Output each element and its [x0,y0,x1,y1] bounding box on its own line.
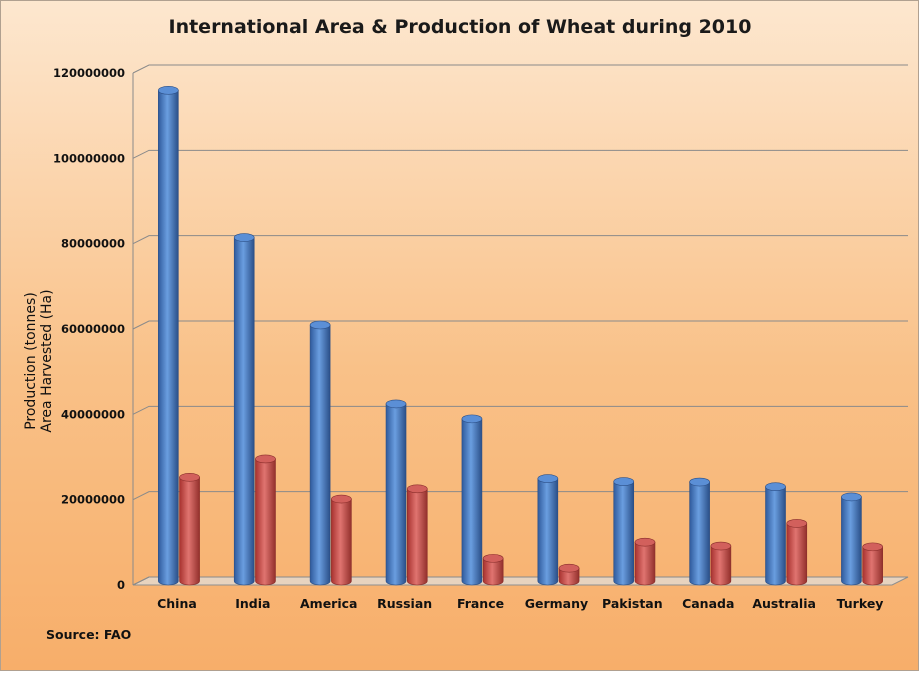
bar [309,320,331,586]
y-axis-label-line-1: Production (tonnes) [23,292,39,430]
bar [710,541,732,586]
bar [613,477,635,586]
bar-body [786,523,808,586]
gridline [132,235,908,245]
bar-body [255,458,276,586]
bar-cap [309,320,331,330]
bar-cap [765,482,786,492]
bars [158,86,883,586]
bar-cap [406,484,428,494]
bar [406,484,428,586]
bar [331,494,352,586]
gridline [132,64,908,74]
bar-body [634,541,656,586]
gridlines [132,64,908,586]
bar-body [461,418,483,586]
y-tick-label: 120000000 [53,66,125,80]
bar-cap [558,563,580,573]
x-tick-label: America [300,596,357,611]
bar [158,86,179,586]
bar [558,563,580,586]
bar-body [710,545,732,586]
y-tick-label: 60000000 [61,322,125,336]
bar-body [179,477,200,586]
x-tick-label: Russian [377,596,432,611]
bar-body [558,567,580,586]
bar-cap [179,473,200,482]
bar-cap [862,542,883,552]
bar-cap [385,399,407,409]
bar [385,399,407,586]
bar-body [233,237,255,586]
bar-body [385,403,407,586]
bar-body [406,488,428,586]
y-axis-label-line-2: Area Harvested (Ha) [39,289,55,432]
bar-body [841,496,862,586]
bar-body [331,498,352,586]
x-tick-labels: China India America Russian France Germany Pak… [157,596,883,611]
bar-body [537,478,559,586]
bar [537,474,559,586]
y-tick-label: 100000000 [53,151,125,165]
bar [786,519,808,586]
bar-body [765,486,786,586]
bar [689,477,710,586]
bar-body [689,481,710,586]
bar [461,414,483,586]
chart-title: International Area & Production of Wheat… [169,16,752,38]
bar-cap [331,494,352,504]
bar [862,542,883,586]
bar-cap [537,474,559,483]
bar-cap [461,414,483,424]
x-tick-label: Australia [752,596,816,611]
bar-body [482,558,504,586]
bar [634,537,656,586]
bar-cap [613,477,635,486]
x-tick-label: China [157,596,197,611]
bar-cap [482,554,504,563]
y-tick-labels: 0 20000000 40000000 60000000 80000000 1000000… [53,66,125,592]
bar-body [613,481,635,586]
bar-cap [255,454,276,464]
bar-cap [158,86,179,95]
gridline [132,405,908,415]
x-tick-label: Canada [682,596,734,611]
bar-body [309,324,331,586]
bar [841,492,862,586]
bar [233,233,255,586]
x-tick-label: Turkey [837,596,884,611]
bar-body [862,546,883,586]
bar-cap [634,537,656,547]
bar-cap [841,492,862,502]
gridline [132,320,908,330]
bar [255,454,276,586]
y-tick-label: 40000000 [61,407,125,421]
bar-cap [710,541,732,551]
x-tick-label: Pakistan [602,596,663,611]
x-tick-label: France [457,596,504,611]
bar-body [158,90,179,586]
y-tick-label: 0 [117,578,125,592]
x-tick-label: Germany [525,596,588,611]
bar-cap [786,519,808,528]
bar-cap [689,477,710,487]
y-tick-label: 20000000 [61,493,125,507]
gridline [132,491,908,501]
x-tick-label: India [235,596,270,611]
source-note: Source: FAO [46,627,131,642]
gridline [132,149,908,159]
bar [765,482,786,586]
bar [482,554,504,586]
y-tick-label: 80000000 [61,237,125,251]
bar [179,473,200,586]
y-axis-label: Production (tonnes) Area Harvested (Ha) [23,289,55,432]
bar-cap [233,233,255,242]
